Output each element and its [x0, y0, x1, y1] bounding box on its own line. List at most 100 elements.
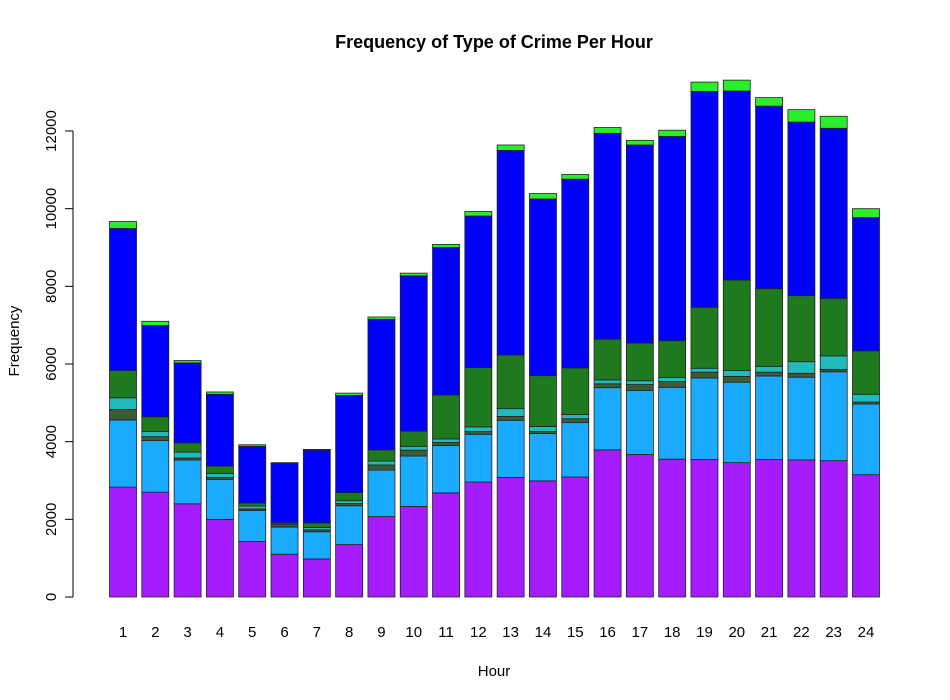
bar-segment [529, 433, 557, 482]
bar-segment [464, 431, 493, 435]
bar-segment [335, 492, 364, 502]
bar-segment [141, 436, 170, 441]
bar-segment [690, 459, 719, 598]
bar-segment [109, 228, 137, 372]
bar-segment [593, 387, 622, 451]
bar-segment [755, 365, 783, 373]
bar-segment [496, 416, 525, 421]
x-tick-label: 14 [535, 624, 552, 641]
x-axis-tick-labels: 1 2 3 4 5 6 7 8 9 10 11 12 13 14 15 16 17 18 19 20 21 22 23 24 [119, 624, 875, 641]
bar-segment [173, 442, 202, 453]
bar-segment [206, 478, 234, 520]
bar-segment [238, 444, 267, 447]
bar-stack-hour-23 [819, 115, 848, 598]
bar-segment [109, 486, 137, 598]
bar-segment [141, 416, 170, 432]
bar-segment [399, 506, 428, 598]
bar-segment [625, 342, 654, 382]
bar-segment [722, 381, 751, 464]
bar-segment [432, 445, 460, 494]
bar-segment [625, 144, 654, 344]
bar-segment [561, 178, 590, 369]
bar-segment [819, 371, 848, 462]
bar-segment [270, 463, 299, 524]
x-tick-label: 1 [119, 624, 127, 641]
bar-segment [302, 522, 331, 528]
bar-segment [206, 393, 234, 467]
bar-segment [432, 243, 460, 248]
bar-segment [270, 526, 299, 555]
bar-segment [432, 438, 460, 443]
bar-segment [561, 414, 590, 420]
x-tick-label: 7 [313, 624, 321, 641]
bar-stack-hour-1 [109, 221, 137, 598]
bar-segment [819, 460, 848, 598]
y-tick-label: 10000 [43, 188, 60, 230]
bar-segment [625, 380, 654, 385]
bar-segment [464, 367, 493, 428]
bar-segment [658, 129, 687, 137]
bar-stack-hour-2 [141, 320, 170, 598]
bar-segment [496, 144, 525, 151]
bar-segment [238, 445, 267, 504]
bar-segment [529, 426, 557, 432]
bar-segment [787, 459, 816, 598]
bar-segment [432, 442, 460, 446]
x-tick-label: 5 [248, 624, 256, 641]
bar-stack-hour-6 [270, 462, 299, 598]
bar-stack-hour-13 [496, 144, 525, 598]
bar-segment [399, 455, 428, 507]
bar-segment [722, 279, 751, 371]
bar-segment [399, 445, 428, 451]
bar-segment [496, 150, 525, 356]
bar-segment [496, 476, 525, 598]
bar-segment [141, 325, 170, 418]
bar-segment [625, 390, 654, 455]
bar-segment [432, 247, 460, 396]
bar-segment [852, 403, 880, 476]
x-tick-label: 6 [280, 624, 288, 641]
bar-segment [206, 518, 234, 598]
x-tick-label: 3 [183, 624, 191, 641]
bar-segment [173, 451, 202, 459]
bar-segment [690, 367, 719, 373]
bar-segment [690, 306, 719, 369]
bar-segment [496, 408, 525, 417]
bar-segment [464, 481, 493, 598]
bar-segment [755, 371, 783, 377]
x-tick-label: 9 [377, 624, 385, 641]
bar-segment [141, 320, 170, 326]
bar-segment [755, 459, 783, 598]
bar-segment [367, 449, 396, 462]
bar-segment [529, 193, 557, 200]
bar-segment [302, 531, 331, 560]
x-tick-label: 13 [502, 624, 519, 641]
bar-segment [432, 492, 460, 598]
bar-segment [819, 127, 848, 299]
bar-segment [690, 81, 719, 92]
bar-segment [367, 316, 396, 320]
bar-segment [593, 379, 622, 385]
bar-segment [464, 426, 493, 432]
bar-segment [464, 210, 493, 217]
x-tick-label: 11 [438, 624, 454, 641]
bar-segment [141, 431, 170, 438]
x-axis-label: Hour [478, 663, 511, 680]
bar-segment [529, 198, 557, 377]
bars-group [109, 79, 880, 598]
bar-segment [722, 370, 751, 377]
chart-title: Frequency of Type of Crime Per Hour [335, 32, 653, 52]
y-tick-label: 4000 [43, 425, 60, 458]
bar-segment [206, 391, 234, 395]
bar-segment [109, 419, 137, 488]
x-tick-label: 20 [728, 624, 745, 641]
bar-segment [690, 371, 719, 379]
x-tick-label: 10 [405, 624, 422, 641]
bar-segment [335, 395, 364, 493]
bar-stack-hour-7 [302, 449, 331, 598]
bar-stack-hour-16 [593, 127, 622, 598]
bar-segment [658, 458, 687, 598]
bar-segment [787, 121, 816, 297]
bar-segment [852, 350, 880, 395]
bar-stack-hour-19 [690, 81, 719, 598]
